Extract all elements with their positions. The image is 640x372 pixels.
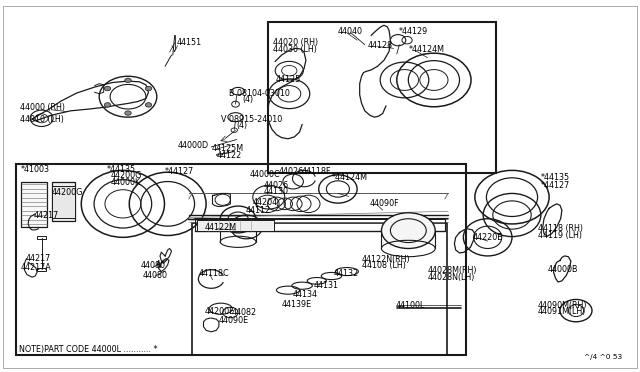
Text: 44125M: 44125M [211,144,243,153]
Ellipse shape [104,103,111,107]
Text: 44200E: 44200E [205,307,235,316]
Text: 44090F: 44090F [370,199,399,208]
Text: 44132: 44132 [334,269,359,278]
Text: 44028N(LH): 44028N(LH) [428,273,475,282]
Text: NOTE)PART CODE 44000L ........... *: NOTE)PART CODE 44000L ........... * [19,345,157,354]
Text: 44118 (RH): 44118 (RH) [538,224,582,233]
Bar [197,220,274,231]
Text: 44026: 44026 [264,182,289,190]
Text: 44151: 44151 [176,38,202,47]
Ellipse shape [125,78,131,83]
Text: 44122: 44122 [216,151,241,160]
Text: 44091M(LH): 44091M(LH) [538,307,586,316]
Text: *44129: *44129 [399,27,428,36]
Text: 44000D: 44000D [178,141,209,150]
Text: 44217: 44217 [34,211,59,219]
Bar [268,22,496,173]
Bar [52,186,75,218]
Text: 44100L: 44100L [396,301,425,310]
Text: 44026: 44026 [279,167,304,176]
Text: 44020 (RH): 44020 (RH) [273,38,319,47]
Text: 44080: 44080 [143,271,168,280]
Text: (4): (4) [237,121,248,130]
Text: V 08915-24010: V 08915-24010 [221,115,282,124]
Bar [52,182,75,221]
Ellipse shape [381,213,435,248]
Text: 44000C: 44000C [250,170,280,179]
Text: *44124M: *44124M [332,173,367,182]
Text: 44122M: 44122M [205,223,237,232]
Ellipse shape [145,103,152,107]
Text: 44122N(RH): 44122N(RH) [362,255,410,264]
Text: *44135: *44135 [541,173,570,182]
Text: 44118C: 44118C [198,269,229,278]
Text: 44134: 44134 [293,291,318,299]
Text: 44139E: 44139E [282,300,312,309]
Text: 44082: 44082 [232,308,257,317]
Text: 44112: 44112 [246,206,271,215]
Bar [192,223,447,355]
Text: 44028M(RH): 44028M(RH) [428,266,477,275]
Text: 44000K: 44000K [111,178,141,187]
Text: 44204: 44204 [253,198,278,207]
Text: 44080: 44080 [141,262,166,270]
Text: 44200G: 44200G [111,171,142,180]
Text: 44200G: 44200G [51,188,83,197]
Text: 44217: 44217 [26,254,51,263]
Text: 44119 (LH): 44119 (LH) [538,231,582,240]
Text: *41003: *41003 [20,165,49,174]
Bar [21,182,47,227]
Text: ^/4 ^0 53: ^/4 ^0 53 [584,354,622,360]
Text: 44000 (RH): 44000 (RH) [20,103,65,112]
Bar [37,268,46,271]
Ellipse shape [125,111,131,115]
Text: 44125: 44125 [275,76,300,84]
Text: *44127: *44127 [541,181,570,190]
Text: 44030 (LH): 44030 (LH) [273,45,317,54]
Text: 44118F: 44118F [302,167,332,176]
Text: 44217A: 44217A [21,263,52,272]
Text: 44090M(RH): 44090M(RH) [538,301,587,310]
Text: 44220E: 44220E [472,233,502,242]
Ellipse shape [145,86,152,91]
Text: *44124M: *44124M [408,45,444,54]
Text: 44040: 44040 [337,27,362,36]
Ellipse shape [104,86,111,91]
Bar [16,164,466,355]
Text: 44000B: 44000B [547,265,578,274]
Text: 44010 (LH): 44010 (LH) [20,115,65,124]
Text: (4): (4) [242,95,253,104]
Text: B 08104-03010: B 08104-03010 [229,89,290,97]
Text: 44128: 44128 [368,41,393,50]
Text: 44090E: 44090E [219,316,249,325]
Text: *44135: *44135 [107,165,136,174]
Text: 44108 (LH): 44108 (LH) [362,262,406,270]
Text: 44130: 44130 [264,187,289,196]
Text: *44127: *44127 [165,167,195,176]
Text: 44131: 44131 [314,281,339,290]
Bar [37,236,46,239]
